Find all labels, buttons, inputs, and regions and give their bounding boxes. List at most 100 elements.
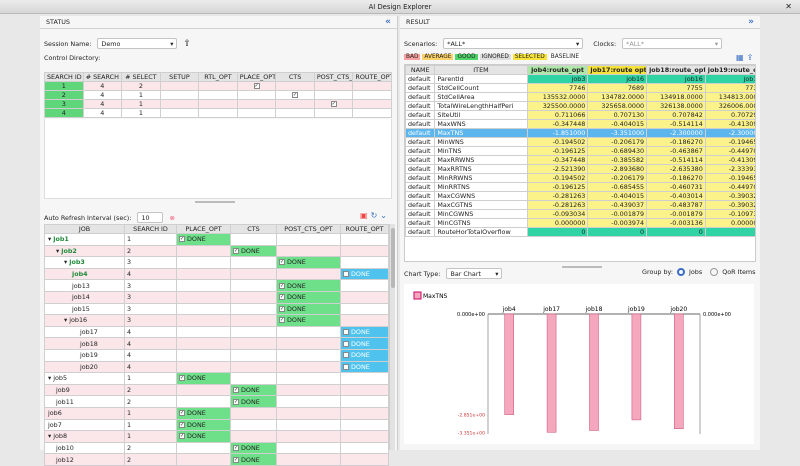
expand-icon[interactable]: ▾ bbox=[64, 258, 70, 267]
result-row[interactable]: default MinRRWNS -0.194502 -0.206179 -0.1862… bbox=[405, 173, 755, 183]
auto-refresh-input[interactable]: 10 bbox=[137, 212, 164, 223]
result-row[interactable]: default StdCellArea 135532.0000 134782.0000… bbox=[405, 92, 755, 102]
collapse-right-icon[interactable]: » bbox=[748, 17, 754, 27]
tree-scrollbar[interactable] bbox=[389, 224, 395, 450]
grid-icon[interactable]: ▦ bbox=[736, 53, 744, 62]
table-row[interactable]: 2 4 1 ✓ bbox=[44, 90, 392, 100]
close-icon[interactable]: ✕ bbox=[785, 2, 792, 11]
expand-icon[interactable]: ▾ bbox=[48, 374, 54, 383]
tree-row[interactable]: ▾ job16 3 ✓ DONE bbox=[44, 314, 389, 327]
tree-row[interactable]: job4 4 ✓ DONE bbox=[44, 267, 389, 281]
expand-icon[interactable]: ▾ bbox=[48, 235, 54, 244]
col-header[interactable]: NAME bbox=[405, 65, 436, 75]
stop-icon[interactable]: ▣ bbox=[360, 211, 368, 220]
tree-row[interactable]: job20 4 ✓ DONE bbox=[44, 360, 389, 374]
upload-icon[interactable]: ⇧ bbox=[183, 38, 191, 49]
col-header[interactable]: SETUP bbox=[159, 72, 200, 82]
stage-cell bbox=[230, 233, 277, 246]
tree-row[interactable]: ▾ job5 1 ✓ DONE bbox=[44, 372, 389, 385]
tree-row[interactable]: ▾ job1 1 ✓ DONE bbox=[44, 233, 389, 246]
expand-icon[interactable]: ▾ bbox=[56, 246, 62, 255]
tree-row[interactable]: job9 2 ✓ DONE bbox=[44, 383, 389, 397]
col-header[interactable]: job4:route_opt bbox=[526, 65, 589, 75]
result-row[interactable]: default MaxTNS -1.851000 -3.351000 -2.300000… bbox=[405, 128, 755, 138]
col-header[interactable]: PLACE_OPT bbox=[236, 72, 277, 82]
result-row[interactable]: default MinWNS -0.194502 -0.206179 -0.186270… bbox=[405, 137, 755, 147]
tree-row[interactable]: job6 1 ✓ DONE bbox=[44, 406, 389, 420]
tree-row[interactable]: job14 3 ✓ DONE bbox=[44, 290, 389, 304]
result-row[interactable]: default MaxWNS -0.347448 -0.404015 -0.514114… bbox=[405, 119, 755, 129]
col-header[interactable]: ROUTE_OPT bbox=[340, 224, 389, 234]
col-header[interactable]: JOB bbox=[44, 224, 125, 234]
result-row[interactable]: default MaxCGWNS -0.281263 -0.404015 -0.4030… bbox=[405, 191, 755, 201]
col-header[interactable]: job19:route_opt bbox=[704, 65, 755, 75]
col-header[interactable]: CTS bbox=[275, 72, 315, 82]
col-header[interactable]: SEARCH ID bbox=[44, 72, 84, 82]
col-header[interactable]: POST_CTS_OPT bbox=[276, 224, 341, 234]
stage-cell bbox=[352, 108, 392, 118]
result-row[interactable]: default SiteUtil 0.711066 0.707130 0.707842 0… bbox=[405, 110, 755, 120]
tree-row[interactable]: ▾ job8 1 ✓ DONE bbox=[44, 430, 389, 443]
col-header[interactable]: # SELECT bbox=[121, 72, 161, 82]
col-header[interactable]: # SEARCH bbox=[82, 72, 123, 82]
expand-icon[interactable]: ▾ bbox=[48, 432, 54, 441]
splitter-handle[interactable] bbox=[562, 266, 602, 268]
check-icon[interactable]: ✓ bbox=[253, 83, 260, 89]
collapse-left-icon[interactable]: « bbox=[385, 17, 391, 27]
tree-row[interactable]: job17 4 ✓ DONE bbox=[44, 325, 389, 339]
tree-row[interactable]: job13 3 ✓ DONE bbox=[44, 279, 389, 292]
tree-row[interactable]: job10 2 ✓ DONE bbox=[44, 441, 389, 455]
tree-row[interactable]: ▾ job3 3 ✓ DONE bbox=[44, 256, 389, 269]
radio-jobs[interactable] bbox=[677, 268, 686, 276]
chart-type-select[interactable]: Bar Chart ▾ bbox=[446, 268, 503, 279]
col-header[interactable]: RTL_OPT bbox=[198, 72, 238, 82]
done-label: DONE bbox=[187, 409, 206, 418]
col-header[interactable]: CTS bbox=[230, 224, 277, 234]
session-select[interactable]: Demo ▾ bbox=[97, 38, 178, 49]
col-header[interactable]: POST_CTS_OPT bbox=[313, 72, 354, 82]
refresh-icon[interactable]: ↻ bbox=[370, 211, 378, 220]
item-cell: MaxCGTNS bbox=[434, 200, 528, 210]
clear-icon[interactable]: ⊗ bbox=[169, 213, 175, 222]
scenarios-select[interactable]: *ALL* ▾ bbox=[443, 38, 584, 49]
result-row[interactable]: defaultRouteHorTotalOverflow0000 bbox=[405, 227, 755, 237]
result-row[interactable]: defaultParentIdjob3job16job16job16 bbox=[405, 74, 755, 84]
result-row[interactable]: default MaxRRTNS -2.521390 -2.893680 -2.6353… bbox=[405, 164, 755, 174]
col-header[interactable]: PLACE_OPT bbox=[176, 224, 231, 234]
table-row[interactable]: 1 4 2 ✓ bbox=[44, 81, 392, 91]
name-cell: default bbox=[405, 173, 436, 183]
job-name: job7 bbox=[48, 420, 62, 429]
tree-row[interactable]: job15 3 ✓ DONE bbox=[44, 302, 389, 316]
col-header[interactable]: job18:route_opt bbox=[646, 65, 706, 75]
expand-icon[interactable]: ▾ bbox=[64, 316, 70, 325]
expand-all-icon[interactable]: ⌄ bbox=[380, 211, 387, 220]
col-header[interactable]: SEARCH ID bbox=[124, 224, 177, 234]
col-header[interactable]: ITEM bbox=[434, 65, 528, 75]
result-row[interactable]: default MaxRRWNS -0.347448 -0.385582 -0.5141… bbox=[405, 155, 755, 165]
tree-row[interactable]: job7 1 ✓ DONE bbox=[44, 418, 389, 432]
tree-row[interactable]: job18 4 ✓ DONE bbox=[44, 337, 389, 350]
radio-qor[interactable] bbox=[710, 268, 719, 276]
check-icon[interactable]: ✓ bbox=[330, 101, 337, 107]
col-header[interactable]: job17:route opt bbox=[587, 65, 648, 75]
result-row[interactable]: default MinCGWNS -0.093034 -0.001879 -0.0018… bbox=[405, 209, 755, 219]
result-row[interactable]: default MinRRTNS -0.196125 -0.685455 -0.4607… bbox=[405, 182, 755, 192]
result-row[interactable]: defaultStdCellCount7746768977557735 bbox=[405, 83, 755, 93]
check-icon[interactable]: ✓ bbox=[292, 92, 299, 98]
result-row[interactable]: default MaxCGTNS -0.281263 -0.439037 -0.4837… bbox=[405, 200, 755, 210]
result-row[interactable]: default TotalWireLengthHalfPeri 325500.000… bbox=[405, 101, 755, 111]
result-row[interactable]: default MinCGTNS 0.000000 -0.003974 -0.00313… bbox=[405, 218, 755, 228]
tree-row[interactable]: job11 2 ✓ DONE bbox=[44, 395, 389, 408]
table-row[interactable]: 3 4 1 ✓ bbox=[44, 99, 392, 109]
result-row[interactable]: default MinTNS -0.196125 -0.689430 -0.463867… bbox=[405, 146, 755, 156]
col-header[interactable]: ROUTE_OPT bbox=[352, 72, 392, 82]
export-icon[interactable]: ⇪ bbox=[746, 53, 754, 62]
value-cell: -0.003974 bbox=[587, 218, 648, 228]
tree-row[interactable]: ▾ job2 2 ✓ DONE bbox=[44, 244, 389, 258]
clocks-select[interactable]: *ALL* ▾ bbox=[622, 38, 723, 49]
tree-row[interactable]: job19 4 ✓ DONE bbox=[44, 348, 389, 362]
tree-row[interactable]: job12 2 ✓ DONE bbox=[44, 453, 389, 466]
splitter-handle[interactable] bbox=[195, 201, 235, 203]
scroll-thumb[interactable] bbox=[391, 228, 395, 288]
